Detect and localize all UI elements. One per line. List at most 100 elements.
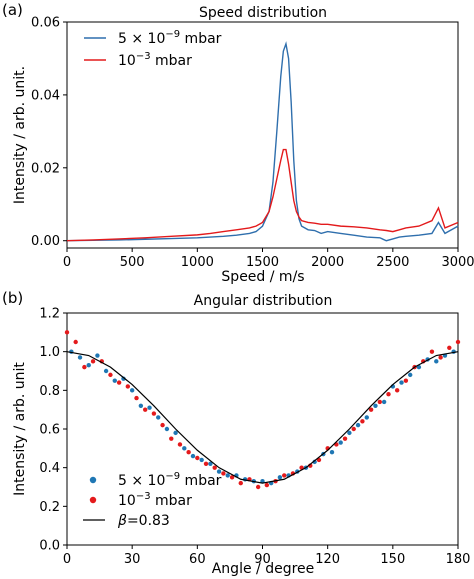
y-tick-label: 0.02 [31, 161, 60, 176]
data-point-series-0 [147, 405, 152, 410]
x-tick-label: 3000 [441, 255, 474, 270]
data-point-series-0 [112, 378, 117, 383]
data-point-series-0 [347, 430, 352, 436]
data-point-series-1 [377, 399, 382, 405]
data-point-series-1 [403, 378, 409, 383]
chart-title-angular: Angular distribution [194, 293, 333, 309]
data-point-series-1 [186, 450, 191, 455]
y-axis-label-angular: Intensity / arb. unit [12, 362, 28, 496]
data-point-series-1 [342, 436, 348, 441]
plot-area-angular [66, 312, 459, 546]
data-point-series-1 [212, 465, 217, 470]
panel-label-b: (b) [2, 289, 23, 307]
data-point-series-1 [447, 345, 452, 350]
data-point-series-0 [408, 372, 413, 378]
legend-marker-blue-angular [89, 476, 97, 484]
x-tick-label: 60 [189, 552, 206, 567]
data-point-series-1 [195, 455, 200, 461]
data-point-series-1 [203, 461, 209, 466]
y-tick-label: 0.8 [39, 384, 60, 399]
legend-label-beta: β=0.83 [117, 513, 170, 529]
series-line-0 [66, 41, 459, 242]
y-axis-label-speed: Intensity / arb. unit. [12, 66, 28, 204]
data-point-series-1 [134, 395, 139, 401]
data-point-series-1 [116, 380, 122, 385]
data-point-series-1 [64, 330, 70, 335]
data-point-series-0 [225, 473, 230, 478]
data-point-series-0 [77, 355, 83, 360]
y-tick-label: 0.04 [31, 88, 60, 103]
data-point-series-1 [160, 422, 165, 428]
y-tick-label: 0.6 [39, 423, 60, 438]
legend-label-red-speed: 10−3 mbar [118, 51, 192, 69]
y-tick-label: 0.06 [31, 16, 60, 31]
data-point-series-0 [355, 422, 361, 428]
x-tick-label: 180 [446, 552, 471, 567]
panel-speed-distribution: (a) Speed distribution 0 500 1000 1500 2000 2… [2, 1, 474, 285]
data-point-series-1 [151, 411, 157, 416]
data-point-series-1 [264, 482, 270, 488]
data-point-series-0 [86, 363, 91, 368]
x-axis-label-angular: Angle / degree [212, 561, 315, 577]
data-point-series-0 [121, 376, 126, 381]
data-point-series-1 [82, 364, 87, 370]
angular-series-group [64, 330, 461, 490]
data-point-series-0 [277, 475, 283, 480]
y-tick-label: 0.2 [39, 500, 60, 515]
data-point-series-0 [338, 440, 343, 445]
x-tick-label: 1000 [181, 255, 214, 270]
x-axis-ticks-speed: 0 500 1000 1500 2000 2500 3000 0.00 0.02 0.04 0.06 [31, 16, 474, 271]
data-point-series-0 [182, 446, 187, 451]
x-tick-label: 30 [124, 552, 141, 567]
data-point-series-0 [95, 353, 100, 358]
y-tick-label: 0.4 [39, 461, 60, 476]
x-axis-label-speed: Speed / m/s [221, 269, 304, 285]
x-tick-label: 150 [380, 552, 405, 567]
data-point-series-1 [282, 473, 287, 478]
data-point-series-1 [73, 339, 78, 345]
data-point-series-1 [360, 419, 365, 424]
data-point-series-1 [229, 475, 235, 480]
data-point-series-0 [190, 453, 196, 459]
data-point-series-0 [208, 461, 213, 466]
x-axis-ticks-angular: 0 30 60 90 120 150 180 0.0 0.2 0.4 0.6 0.8 1.0 1.2 [39, 307, 470, 568]
data-point-series-1 [386, 392, 391, 397]
data-point-series-1 [169, 436, 174, 441]
data-point-series-1 [368, 407, 374, 412]
x-tick-label: 120 [315, 552, 340, 567]
x-tick-label: 90 [254, 552, 271, 567]
x-tick-label: 0 [63, 255, 71, 270]
data-point-series-0 [138, 403, 144, 408]
data-point-series-1 [221, 471, 226, 476]
data-point-series-0 [373, 403, 378, 408]
data-point-series-0 [156, 415, 161, 420]
x-tick-label: 0 [63, 552, 71, 567]
panel-angular-distribution: (b) Angular distribution 0 30 60 90 120 150 18… [2, 289, 470, 577]
data-point-series-1 [455, 339, 461, 345]
data-point-series-0 [164, 426, 170, 432]
legend-label-blue-angular: 5 × 10−9 mbar [118, 471, 222, 489]
data-point-series-1 [394, 388, 400, 393]
data-point-series-0 [312, 459, 317, 465]
series-line-1 [66, 148, 459, 242]
data-point-series-0 [434, 359, 439, 364]
y-tick-label: 1.2 [39, 307, 60, 322]
data-point-series-0 [216, 469, 222, 474]
panel-label-a: (a) [2, 1, 23, 19]
data-point-series-1 [177, 442, 183, 447]
data-point-series-0 [260, 479, 265, 484]
data-point-series-0 [173, 430, 178, 436]
legend-angular: 5 × 10−9 mbar 10−3 mbar β=0.83 [83, 471, 222, 529]
legend-label-blue-speed: 5 × 10−9 mbar [118, 29, 222, 47]
series-line-2 [66, 351, 459, 484]
data-point-series-1 [255, 484, 261, 490]
data-point-series-1 [438, 355, 443, 360]
x-tick-label: 2500 [376, 255, 409, 270]
legend-label-red-angular: 10−3 mbar [118, 491, 192, 509]
data-point-series-1 [90, 359, 96, 364]
data-point-series-0 [399, 380, 404, 385]
y-tick-label: 0.00 [31, 234, 60, 249]
data-point-series-0 [129, 388, 135, 393]
x-tick-label: 2000 [311, 255, 344, 270]
